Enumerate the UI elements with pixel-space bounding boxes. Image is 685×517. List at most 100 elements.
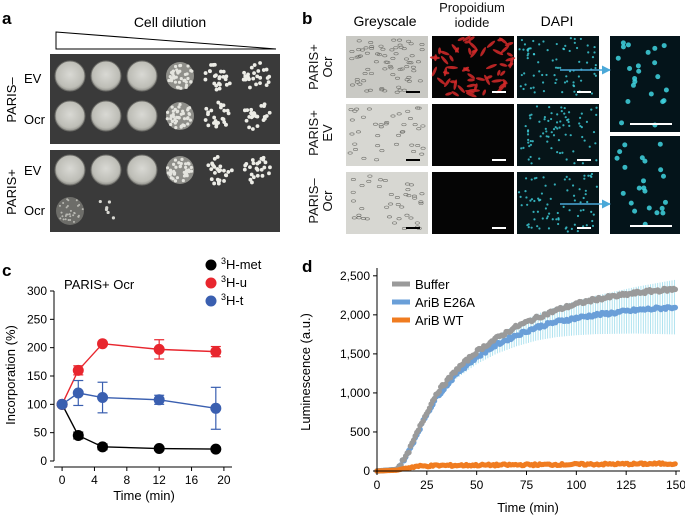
dapi-cell: [536, 225, 539, 228]
colony-dot: [214, 87, 219, 92]
dapi-cell: [529, 139, 532, 143]
chart-c-point: [210, 346, 222, 358]
pi-cell: [467, 78, 475, 82]
cell: [406, 39, 412, 43]
dapi-cell: [567, 120, 570, 124]
dapi-cell: [538, 120, 541, 123]
dapi-cell: [581, 135, 584, 139]
colony-dot: [267, 171, 271, 176]
dapi-cell: [538, 227, 541, 230]
dapi-cell: [542, 40, 545, 43]
cell: [382, 89, 388, 93]
dapi-cell: [585, 120, 589, 123]
colony-dot: [186, 108, 190, 112]
dapi-cell: [581, 162, 585, 165]
dapi-cell: [573, 90, 576, 93]
colony-dot: [170, 105, 174, 109]
dapi-cell: [541, 217, 544, 220]
microscopy-layer: [346, 35, 680, 234]
colony-dot: [181, 178, 185, 183]
chart-c-xtick-label: 20: [217, 473, 231, 487]
colony-dot: [204, 106, 209, 111]
chart-c-series-line: [61, 392, 216, 409]
pi-cell: [475, 77, 486, 81]
colony-dot: [174, 75, 178, 79]
colony-dot: [242, 108, 247, 113]
colony-dot: [254, 82, 258, 87]
chart-d-point-buffer: [420, 418, 427, 424]
colony-dot: [172, 172, 177, 176]
dapi-cell: [523, 43, 527, 46]
cell: [414, 221, 420, 225]
colony-dot: [65, 206, 68, 209]
colony-spot: [90, 60, 122, 92]
colony-dot: [249, 172, 254, 177]
dapi-cell: [532, 210, 535, 213]
dapi-cell: [557, 222, 560, 226]
row-label-ev: EV: [24, 71, 42, 86]
pi-cell: [499, 63, 508, 67]
colony-dot: [220, 116, 225, 121]
colony-dot: [170, 119, 175, 123]
dapi-cell: [526, 224, 529, 227]
group-label-paris-minus: PARIS–: [4, 77, 19, 123]
colony-dot: [221, 74, 226, 79]
dapi-cell: [539, 198, 542, 201]
colony-dot: [218, 168, 223, 173]
pi-cell: [502, 79, 508, 85]
colony-dot: [60, 211, 63, 214]
dapi-cell: [571, 184, 575, 187]
dapi-zoom-cell: [660, 210, 666, 216]
cell: [369, 46, 375, 50]
cell: [393, 46, 399, 50]
colony-dot: [212, 115, 217, 120]
dapi-cell: [549, 197, 552, 200]
dapi-cell: [572, 84, 575, 87]
colony-dot: [259, 104, 264, 108]
dapi-cell: [582, 208, 585, 212]
cell: [409, 54, 415, 58]
colony-dot: [249, 65, 254, 70]
colony-dot: [68, 213, 71, 216]
colony-dot: [62, 218, 65, 221]
chart-c-xtick-label: 8: [123, 473, 130, 487]
cell: [384, 205, 390, 209]
colony-dot: [177, 80, 182, 84]
colony-dot: [259, 167, 264, 172]
cell: [354, 80, 360, 84]
colony-dot: [252, 111, 257, 116]
chart-c-ytick-label: 250: [27, 312, 47, 326]
dapi-cell: [593, 72, 596, 75]
dapi-cell: [553, 183, 556, 186]
cell: [418, 200, 424, 204]
dapi-cell: [527, 141, 530, 144]
dapi-cell: [526, 49, 530, 52]
cell: [383, 60, 389, 64]
cell: [368, 41, 374, 45]
dapi-cell: [556, 113, 559, 116]
dapi-cell: [593, 45, 596, 49]
cell: [359, 48, 365, 52]
colony-spot: [90, 100, 122, 132]
dapi-cell: [546, 203, 549, 206]
dapi-cell: [527, 158, 530, 161]
dapi-cell: [586, 200, 589, 204]
dapi-cell: [542, 90, 546, 93]
dapi-cell: [590, 108, 593, 111]
cell: [415, 60, 421, 64]
dapi-cell: [520, 38, 524, 42]
cell: [349, 49, 355, 53]
dapi-cell: [520, 204, 523, 207]
dapi-cell: [562, 205, 565, 208]
colony-dot: [182, 170, 186, 175]
dapi-zoom-cell: [641, 178, 647, 184]
colony-dot: [69, 209, 72, 212]
colony-dot: [75, 199, 78, 202]
pi-cell: [466, 83, 476, 88]
cell: [411, 194, 417, 198]
pi-cell: [480, 47, 487, 57]
colony-dot: [214, 124, 219, 129]
dapi-cell: [563, 178, 566, 181]
cell: [390, 56, 396, 60]
colony-dot: [255, 74, 260, 79]
